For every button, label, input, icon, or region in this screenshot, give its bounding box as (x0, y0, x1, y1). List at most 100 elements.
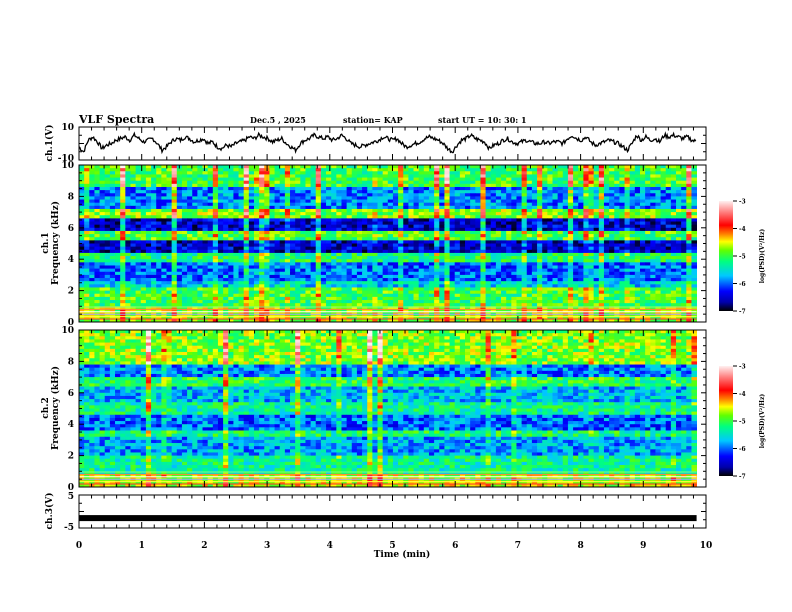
spectrogram-cell (115, 240, 121, 244)
spectrogram-cell (392, 262, 399, 266)
spectrogram-cell (109, 193, 116, 197)
spectrogram-cell (639, 252, 646, 257)
spectrogram-cell (583, 218, 589, 222)
spectrogram-cell (290, 256, 296, 260)
spectrogram-cell (94, 190, 100, 194)
spectrogram-cell (387, 180, 394, 185)
spectrogram-cell (238, 212, 245, 216)
spectrogram-cell (243, 180, 250, 185)
spectrogram-cell (279, 212, 286, 216)
spectrogram-cell (145, 262, 152, 266)
spectrogram-cell (542, 205, 548, 210)
spectrogram-cell (634, 171, 641, 175)
spectrogram-cell (223, 252, 229, 257)
spectrogram-cell (639, 168, 646, 172)
spectrogram-cell (413, 234, 420, 238)
spectrogram-cell (609, 193, 615, 197)
spectrogram-cell (465, 237, 471, 241)
spectrogram-cell (434, 287, 440, 291)
spectrogram-cell (583, 265, 589, 270)
spectrogram-cell (377, 278, 384, 282)
spectrogram-cell (403, 278, 409, 282)
spectrogram-cell (475, 262, 481, 266)
spectrogram-cell (135, 199, 142, 204)
spectrogram-cell (217, 180, 224, 185)
spectrogram-cell (284, 262, 291, 266)
spectrogram-cell (634, 256, 641, 260)
spectrogram-cell (125, 205, 131, 210)
spectrogram-cell (99, 290, 106, 295)
spectrogram-cell (367, 186, 373, 191)
spectrogram-cell (485, 196, 492, 200)
spectrogram-cell (547, 168, 553, 172)
spectrogram-cell (531, 186, 538, 191)
spectrogram-cell (89, 262, 95, 266)
spectrogram-cell (305, 171, 311, 175)
spectrogram-cell (691, 230, 697, 235)
spectrogram-cell (176, 168, 183, 172)
spectrogram-cell (233, 278, 239, 282)
spectrogram-cell (485, 252, 492, 257)
spectrogram-cell (619, 193, 625, 197)
spectrogram-cell (403, 180, 409, 185)
spectrogram-cell (459, 259, 466, 263)
spectrogram-cell (269, 193, 275, 197)
spectrogram-cell (94, 202, 100, 207)
spectrogram-cell (94, 171, 100, 175)
spectrogram-cell (315, 212, 322, 216)
spectrogram-cell (228, 237, 234, 241)
spectrogram-cell (403, 224, 409, 229)
spectrogram-cell (171, 180, 178, 185)
spectrogram-cell (197, 246, 203, 251)
spectrogram-cell (207, 287, 214, 291)
spectrogram-cell (557, 284, 564, 288)
spectrogram-cell (212, 168, 219, 172)
spectrogram-cell (691, 193, 697, 197)
spectrogram-cell (120, 230, 126, 235)
spectrogram-cell (320, 202, 327, 207)
spectrogram-cell (449, 215, 456, 219)
spectrogram-cell (171, 246, 178, 251)
spectrogram-cell (207, 274, 214, 279)
spectrogram-cell (593, 224, 600, 229)
spectrogram-cell (140, 290, 147, 295)
spectrogram-cell (109, 230, 116, 235)
spectrogram-cell (315, 230, 322, 235)
spectrogram-cell (202, 224, 209, 229)
spectrogram-cell (650, 281, 656, 285)
spectrogram-cell (444, 196, 450, 200)
spectrogram-cell (676, 234, 682, 238)
spectrogram-cell (356, 234, 363, 238)
spectrogram-cell (593, 274, 600, 279)
spectrogram-cell (331, 186, 337, 191)
spectrogram-cell (377, 168, 384, 172)
spectrogram-cell (336, 165, 342, 169)
spectrogram-cell (567, 180, 574, 185)
spectrogram-cell (619, 287, 625, 291)
spectrogram-cell (99, 202, 106, 207)
spectrogram-cell (629, 278, 636, 282)
spectrogram-cell (428, 246, 435, 251)
spectrogram-cell (295, 252, 301, 257)
spectrogram-cell (459, 208, 466, 213)
spectrogram-cell (104, 215, 111, 219)
spectrogram-cell (130, 249, 137, 254)
spectrogram-cell (392, 278, 399, 282)
spectrogram-cell (588, 224, 595, 229)
spectrogram-cell (547, 212, 553, 216)
spectrogram-cell (166, 171, 173, 175)
spectrogram-cell (470, 259, 476, 263)
spectrogram-cell (310, 256, 317, 260)
spectrogram-cell (207, 240, 214, 244)
spectrogram-cell (639, 177, 646, 182)
spectrogram-cell (109, 274, 116, 279)
spectrogram-cell (593, 243, 600, 248)
spectrogram-cell (583, 193, 589, 197)
spectrogram-cell (351, 218, 358, 222)
spectrogram-cell (686, 262, 692, 266)
spectrogram-cell (650, 190, 656, 194)
spectrogram-cell (310, 174, 317, 178)
spectrogram-cell (176, 259, 183, 263)
spectrogram-cell (233, 240, 239, 244)
spectrogram-cell (516, 284, 523, 288)
